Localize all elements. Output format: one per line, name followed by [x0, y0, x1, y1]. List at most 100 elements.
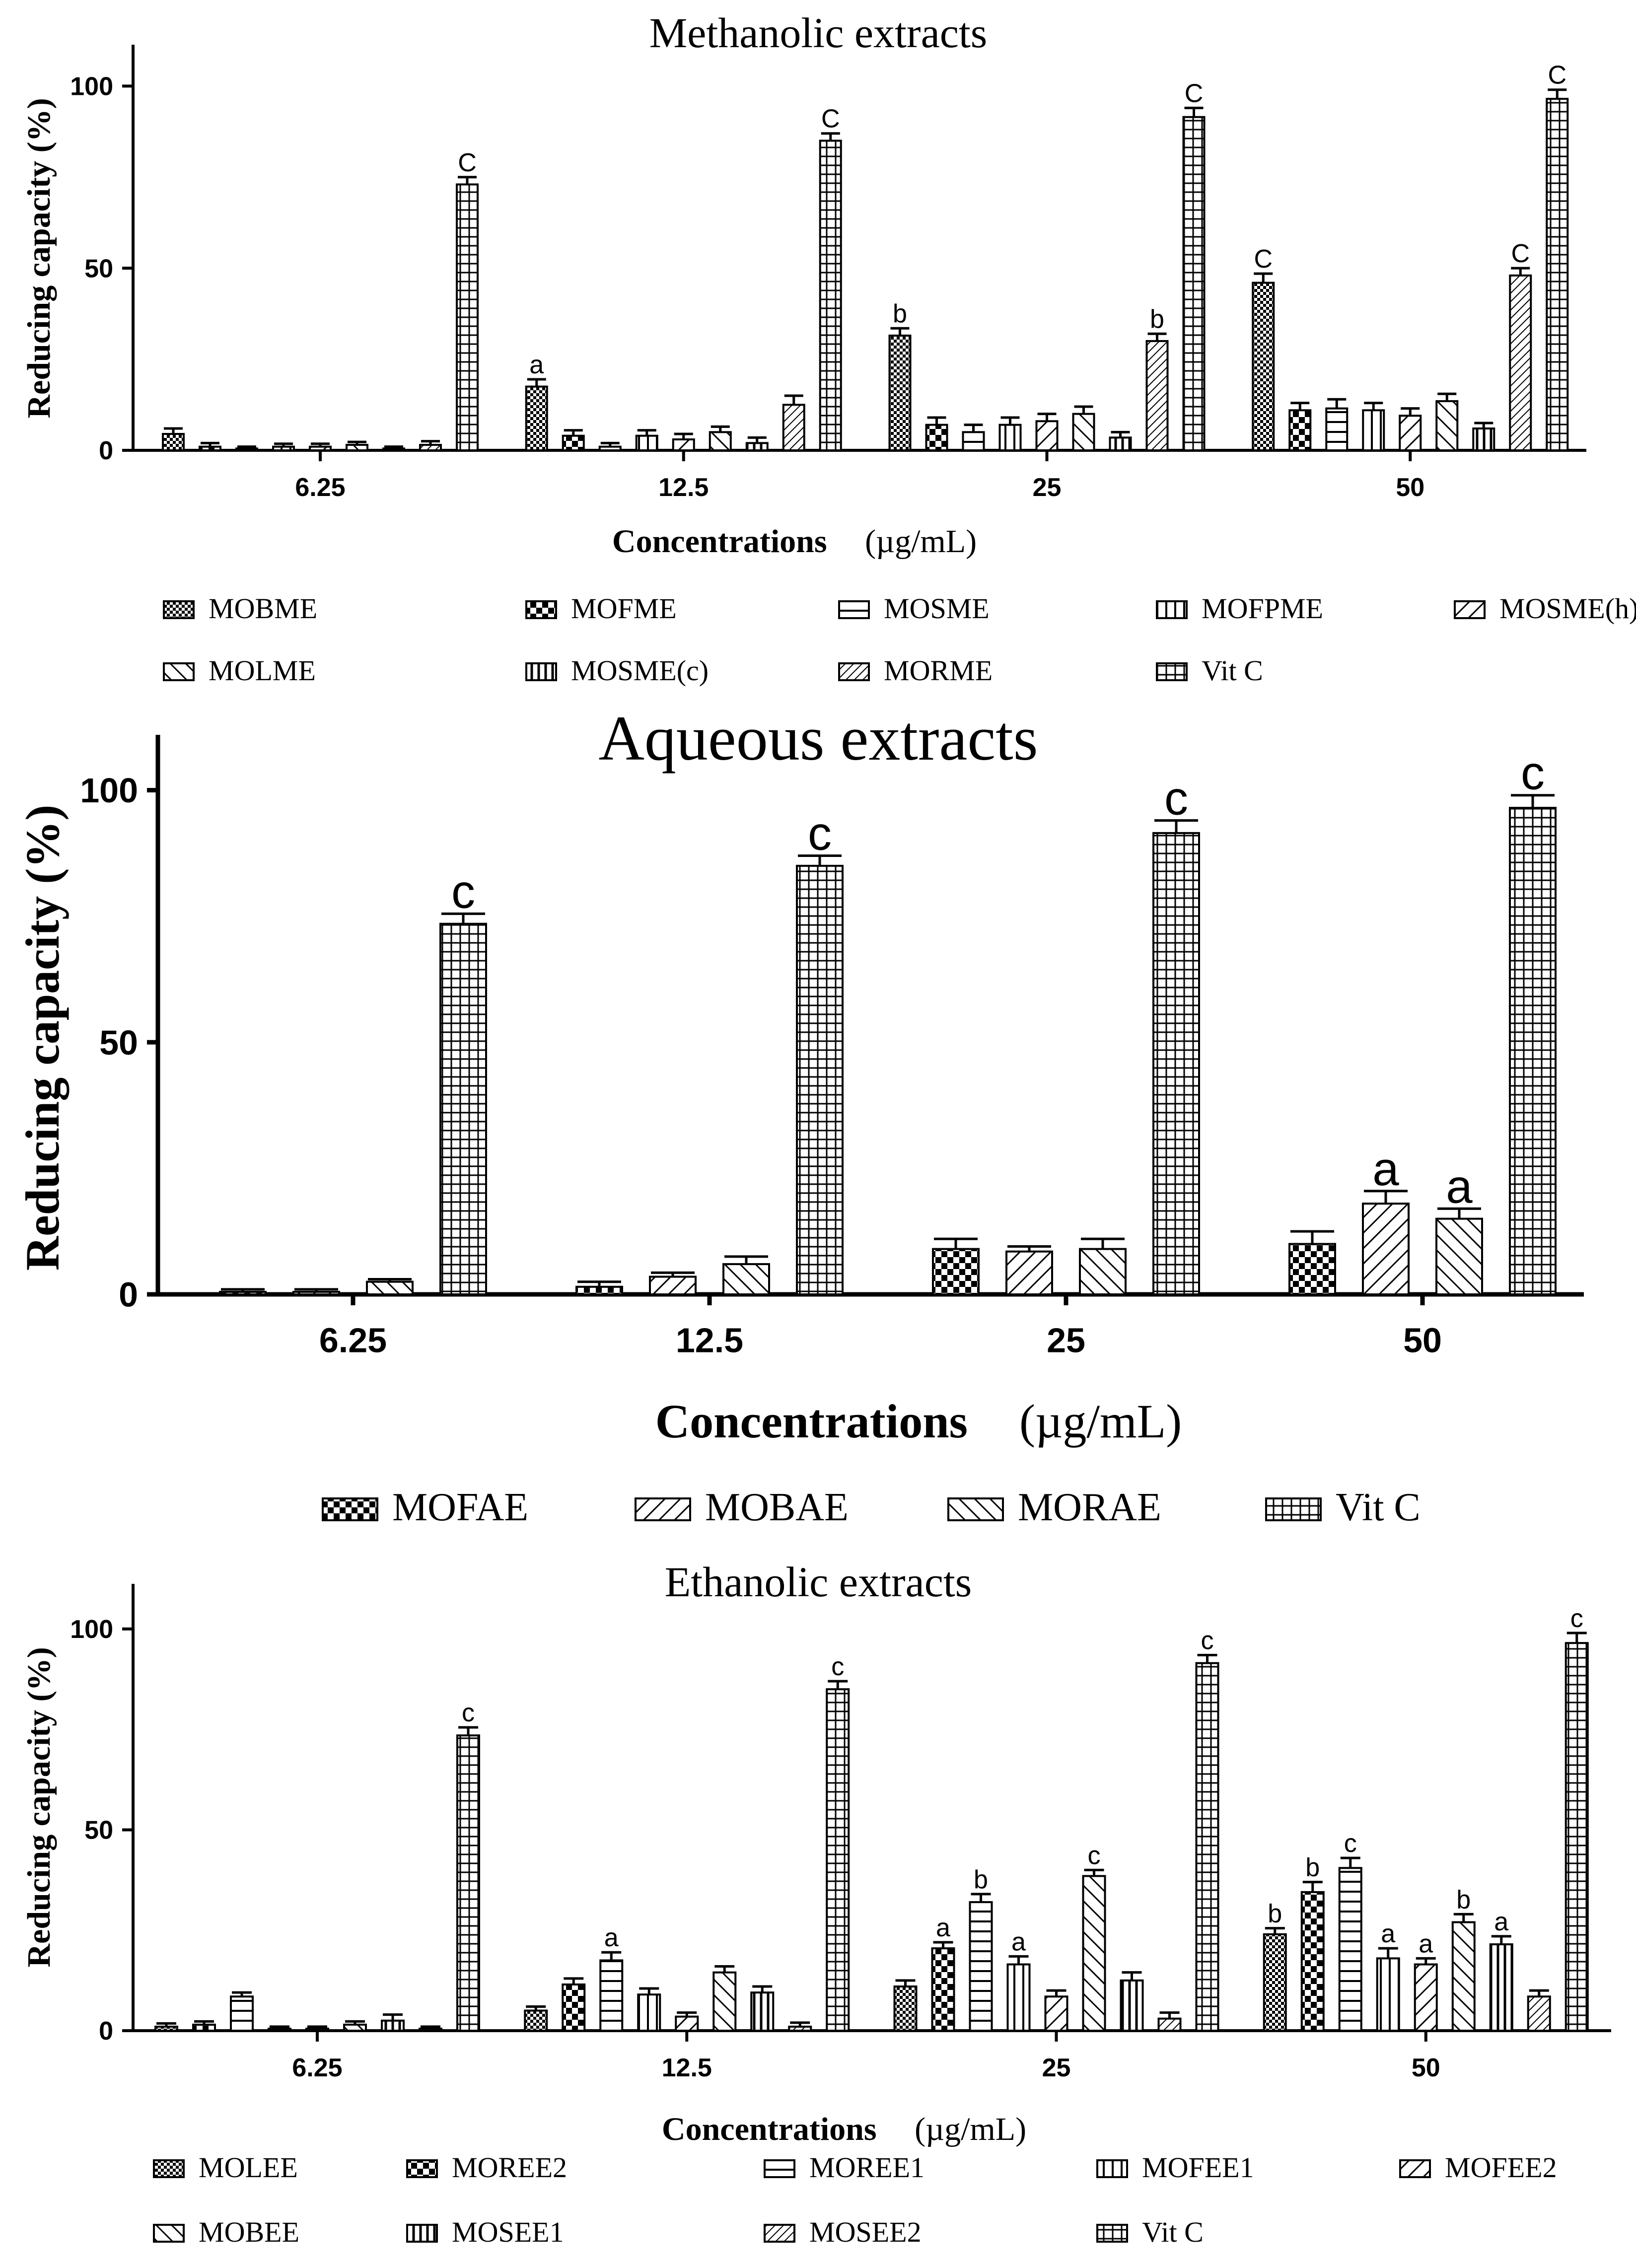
bar-mosee2-25: [1157, 2017, 1182, 2032]
bar-mofae-50: [1288, 1243, 1336, 1296]
bar-mofme-25: [925, 424, 948, 451]
legend-item: MOFEE2: [1399, 2151, 1557, 2184]
bar-mofee2-25: [1044, 1995, 1068, 2032]
legend-item: MOFME: [525, 592, 677, 625]
legend-item: MOREE1: [764, 2151, 925, 2184]
chart-title: Ethanolic extracts: [665, 1558, 972, 1606]
legend-swatch: [838, 662, 870, 681]
legend-label: MOBAE: [705, 1486, 849, 1529]
bar-mofae-12.5: [575, 1285, 623, 1295]
category-label: 12.5: [658, 473, 709, 502]
bar-vit-c-12.5: [826, 1688, 850, 2032]
bar-mofme-12.5: [562, 434, 585, 451]
legend-label: MOFAE: [392, 1486, 528, 1529]
bar-mosme-h--6.25: [309, 445, 332, 451]
bar-mofpme-25: [998, 424, 1022, 451]
category-label: 50: [1412, 2054, 1440, 2082]
plot-area: 0 50 100 6.25 c 12.5 c 25 c 50 a a c: [80, 735, 1584, 1360]
bar-mosee2-12.5: [788, 2025, 812, 2032]
bar-mofpme-50: [1362, 409, 1385, 451]
bar-mobee-12.5: [712, 1971, 737, 2032]
bar-molme-12.5: [709, 431, 732, 451]
legend-item: MOBEE: [153, 2216, 299, 2248]
legend-swatch: [153, 2224, 185, 2243]
bar-mosee1-25: [1120, 1979, 1144, 2032]
significance-label: c: [451, 865, 475, 918]
legend-swatch: [1399, 2159, 1431, 2178]
bar-molee-50: [1263, 1933, 1287, 2032]
legend-label: Vit C: [1202, 654, 1263, 687]
bar-mobme-12.5: [525, 385, 548, 452]
legend-label: MOSME(c): [571, 654, 709, 687]
legend-swatch: [1096, 2224, 1128, 2243]
legend-swatch: [764, 2224, 795, 2243]
category-label: 25: [1047, 1321, 1085, 1360]
bar-morme-6.25: [419, 443, 442, 452]
legend-swatch: [764, 2159, 795, 2178]
bar-mosme-c--12.5: [745, 442, 769, 451]
y-axis-label: Reducing capacity (%): [21, 1647, 57, 1967]
legend-label: MOFEE1: [1142, 2151, 1254, 2184]
category-label: 12.5: [662, 2054, 712, 2082]
y-tick-label: 100: [80, 771, 138, 810]
category-label: 50: [1403, 1321, 1442, 1360]
y-tick-label: 50: [84, 254, 113, 283]
bar-mofee1-12.5: [637, 1993, 661, 2032]
bar-mosme-c--25: [1109, 436, 1132, 452]
legend-swatch: [635, 1497, 691, 1521]
legend-item: MOBME: [163, 592, 317, 625]
y-tick-label: 0: [119, 1276, 138, 1314]
significance-label: a: [936, 1914, 950, 1942]
plot-area: 0 50 100 6.25 C 12.5 a C 25 b b C 50 C C C: [70, 45, 1586, 502]
chart-title: Aqueous extracts: [598, 703, 1038, 774]
legend-item: Vit C: [1156, 654, 1263, 687]
legend-label: MOSEE2: [809, 2216, 922, 2248]
bar-moree1-12.5: [599, 1959, 624, 2032]
legend-label: MOREE2: [452, 2151, 567, 2184]
x-axis-title: Concentrations: [662, 2111, 877, 2147]
bar-mofae-6.25: [219, 1290, 267, 1295]
bar-moree1-50: [1338, 1867, 1362, 2032]
legend-swatch: [1156, 600, 1188, 619]
legend-swatch: [406, 2224, 438, 2243]
bar-mofee2-50: [1414, 1963, 1438, 2032]
bar-mobee-50: [1451, 1921, 1476, 2032]
y-axis-label: Reducing capacity (%): [21, 98, 57, 418]
bar-mofpme-6.25: [272, 445, 295, 451]
significance-label: a: [1381, 1919, 1395, 1948]
bar-mofee1-6.25: [268, 2027, 291, 2032]
legend-label: MORME: [884, 654, 993, 687]
bar-mosme-h--25: [1035, 420, 1059, 451]
bar-vit-c-12.5: [819, 140, 842, 451]
significance-label: c: [1088, 1841, 1101, 1870]
y-tick-label: 0: [99, 436, 113, 465]
legend-label: MOSME: [884, 592, 990, 625]
legend-label: Vit C: [1336, 1486, 1421, 1529]
significance-label: b: [974, 1865, 988, 1894]
legend-swatch: [1096, 2159, 1128, 2178]
category-label: 25: [1042, 2054, 1071, 2082]
legend-label: MOFPME: [1202, 592, 1323, 625]
methanolic-chart: Methanolic extracts 0 50 100 6.25 C 12.5 a C 25 b…: [21, 9, 1636, 687]
bar-molme-6.25: [346, 443, 368, 452]
significance-label: a: [1419, 1929, 1433, 1958]
significance-label: c: [1164, 772, 1188, 825]
bar-mosme-50: [1325, 407, 1349, 452]
bar-morae-25: [1079, 1248, 1127, 1296]
legend-item: MOSEE2: [764, 2216, 922, 2248]
bar-mosme-6.25: [235, 447, 258, 452]
significance-label: a: [1011, 1927, 1026, 1956]
bar-vit-c-6.25: [456, 183, 479, 452]
bar-mobee-25: [1082, 1875, 1106, 2032]
bar-morme-25: [1145, 340, 1169, 452]
bar-vit-c-50: [1565, 1642, 1589, 2032]
bar-molee-12.5: [524, 2009, 548, 2032]
significance-label: C: [1185, 79, 1204, 108]
bar-vit-c-6.25: [439, 922, 487, 1295]
significance-label: C: [1548, 61, 1566, 90]
legend-label: MOREE1: [809, 2151, 925, 2184]
category-label: 6.25: [319, 1321, 387, 1360]
legend-swatch: [322, 1497, 378, 1521]
